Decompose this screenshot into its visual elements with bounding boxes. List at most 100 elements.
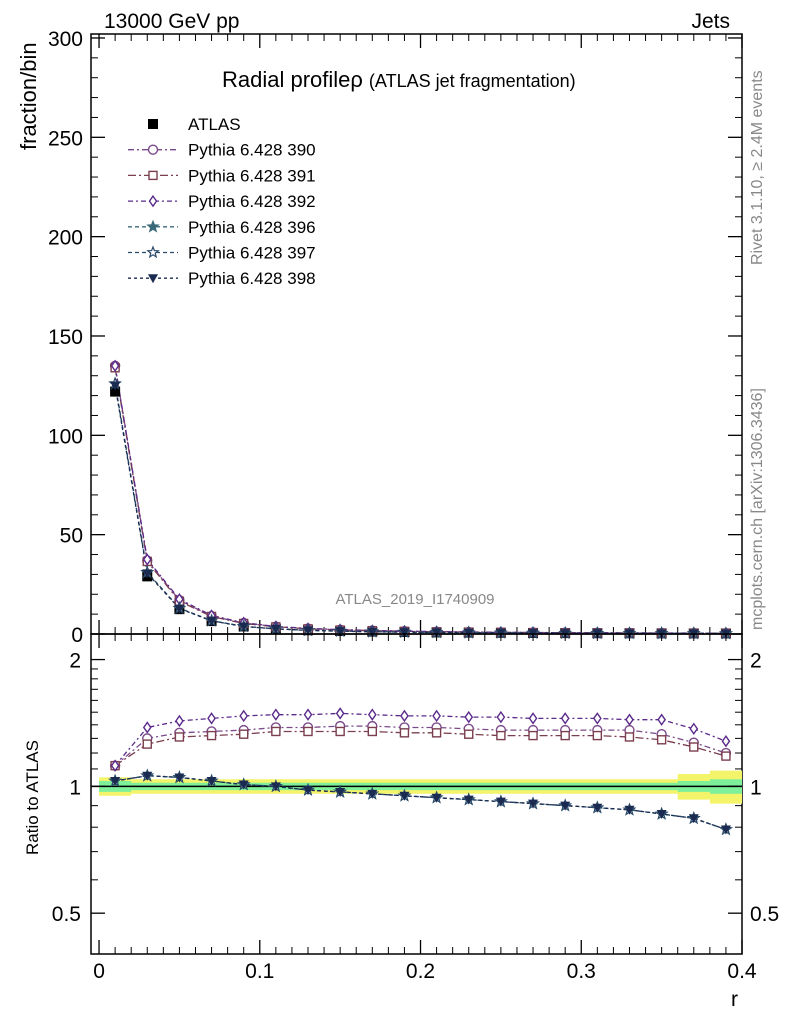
ratio-data-point	[495, 797, 506, 807]
legend-label: Pythia 6.428 397	[188, 244, 316, 263]
ratio-data-point	[303, 708, 313, 721]
ratio-data-point	[239, 729, 249, 739]
ratio-series-line	[114, 712, 727, 767]
main-plot-ylabel: fraction/bin	[16, 42, 41, 150]
ratio-data-point	[624, 732, 635, 742]
data-point	[335, 627, 346, 637]
ratio-data-point	[592, 803, 603, 813]
legend-marker	[148, 274, 158, 284]
ratio-series-line	[114, 730, 727, 767]
ratio-data-point	[270, 782, 281, 792]
ratio-data-point	[303, 786, 313, 796]
legend-marker	[148, 194, 158, 208]
ratio-data-point	[528, 730, 538, 741]
analysis-watermark: ATLAS_2019_I1740909	[335, 591, 494, 608]
legend-marker	[147, 144, 159, 155]
legend-label: ATLAS	[188, 115, 241, 134]
ratio-data-point	[335, 787, 346, 797]
x-tick-label: 0.2	[406, 960, 435, 983]
ratio-data-point	[399, 728, 410, 738]
legend-marker	[146, 219, 160, 233]
ratio-data-point	[496, 710, 506, 724]
y-tick-label: 50	[60, 525, 83, 548]
y-tick-label: 100	[48, 425, 83, 448]
legend-label: Pythia 6.428 390	[188, 141, 316, 160]
x-axis-label: r	[731, 988, 738, 1011]
main-plot-panel: 0 50 100 150 200 250 300 ATLAS_2019_I1740909 f…	[16, 28, 743, 647]
ratio-data-point	[238, 780, 249, 790]
plot-title-sub: (ATLAS jet fragmentation)	[369, 71, 576, 91]
ratio-data-point	[400, 709, 409, 723]
ratio-plot-ticks: 0.5 0.5 1 1 2 2	[52, 634, 779, 954]
ratio-data-point	[174, 773, 185, 783]
mcplots-reference-label: mcplots.cern.ch [arXiv:1306.3436]	[749, 388, 766, 630]
ratio-data-point	[142, 721, 152, 734]
legend: ATLAS Pythia 6.428 390 Pythia 6.428 391 Pyt…	[128, 115, 316, 288]
data-point	[110, 386, 121, 397]
x-tick-label: 0.3	[567, 960, 596, 983]
ratio-data-point	[657, 713, 666, 726]
ratio-data-point	[463, 795, 474, 805]
ratio-data-point	[335, 726, 345, 737]
legend-label: Pythia 6.428 392	[188, 192, 316, 211]
ratio-data-point	[431, 728, 442, 738]
ratio-data-point	[399, 791, 410, 801]
legend-marker	[146, 245, 160, 259]
legend-label: Pythia 6.428 398	[188, 269, 316, 288]
ratio-y-tick-label-right: 2	[750, 650, 762, 673]
ratio-data-point	[239, 709, 249, 723]
ratio-data-point	[720, 825, 731, 835]
data-point	[174, 604, 185, 614]
ratio-data-point	[688, 814, 699, 824]
rivet-version-label: Rivet 3.1.10, ≥ 2.4M events	[749, 70, 766, 265]
data-point	[238, 622, 249, 632]
ratio-data-point	[656, 809, 667, 819]
ratio-data-point	[303, 726, 313, 737]
y-tick-label: 250	[48, 127, 83, 150]
ratio-y-tick-label-left: 1	[69, 776, 81, 799]
ratio-data-point	[431, 793, 442, 803]
series-line	[114, 367, 726, 634]
y-tick-label: 0	[71, 624, 83, 647]
ratio-data-point	[367, 708, 377, 721]
legend-marker	[148, 170, 158, 181]
ratio-y-tick-label-right: 0.5	[750, 903, 779, 926]
legend-marker	[148, 119, 158, 129]
ratio-data-point	[560, 801, 571, 811]
ratio-data-point	[175, 714, 184, 728]
ratio-data-point	[206, 730, 217, 741]
ratio-data-point	[560, 712, 570, 725]
ratio-plot-series	[108, 707, 733, 836]
ratio-plot-ylabel: Ratio to ATLAS	[23, 740, 42, 855]
ratio-y-tick-label-right: 1	[750, 776, 762, 799]
data-point	[110, 381, 121, 391]
ratio-data-point	[656, 735, 667, 745]
y-tick-label: 200	[48, 227, 83, 250]
ratio-data-point	[110, 759, 120, 772]
data-point	[367, 627, 378, 637]
header-energy-label: 13000 GeV pp	[104, 10, 239, 33]
x-tick-label: 0	[93, 960, 105, 983]
ratio-series-line	[114, 775, 727, 831]
y-tick-label: 150	[48, 326, 83, 349]
ratio-data-point	[464, 710, 474, 724]
data-point	[303, 626, 313, 636]
ratio-data-point	[625, 713, 634, 726]
data-point	[431, 628, 442, 638]
x-tick-label: 0.1	[245, 960, 274, 983]
ratio-data-point	[110, 776, 121, 786]
ratio-data-point	[624, 805, 635, 815]
ratio-data-point	[689, 722, 699, 736]
y-tick-label: 300	[48, 28, 83, 51]
ratio-data-point	[142, 739, 152, 749]
ratio-data-point	[592, 712, 602, 725]
ratio-data-point	[689, 742, 699, 752]
plot-title-symbol: ρ	[350, 67, 363, 92]
x-tick-label: 0.4	[727, 960, 757, 983]
ratio-data-point	[432, 709, 441, 723]
ratio-data-point	[271, 708, 281, 721]
legend-label: Pythia 6.428 396	[188, 218, 316, 237]
ratio-data-point	[174, 732, 185, 742]
ratio-data-point	[496, 730, 506, 741]
